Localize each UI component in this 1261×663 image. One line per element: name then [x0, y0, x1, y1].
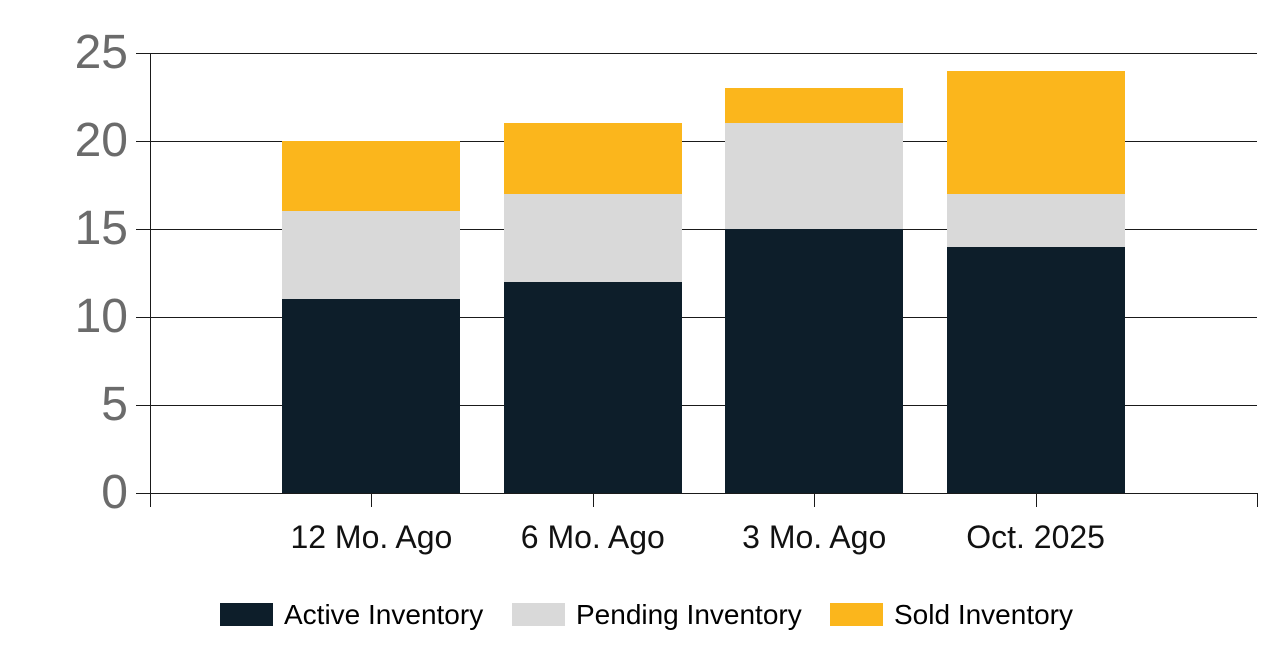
x-axis-tick-oct-2025 — [1035, 493, 1037, 507]
gridline-y-15 — [150, 229, 1257, 230]
y-axis-tick-15 — [136, 229, 150, 230]
legend-item-sold-inventory: Sold Inventory — [830, 599, 1073, 630]
segment-active-inventory-oct-2025 — [946, 246, 1125, 493]
bar-3-mo-ago — [725, 88, 904, 493]
legend-swatch-active-inventory — [220, 603, 273, 626]
gridline-y-5 — [150, 405, 1257, 406]
y-axis-tick-20 — [136, 141, 150, 142]
x-axis-tick-3-mo-ago — [814, 493, 816, 507]
legend-label-sold-inventory: Sold Inventory — [894, 599, 1073, 630]
legend-swatch-sold-inventory — [830, 603, 883, 626]
segment-pending-inventory-oct-2025 — [946, 193, 1125, 247]
x-axis-label-6-mo-ago: 6 Mo. Ago — [520, 519, 665, 555]
segment-sold-inventory-12-mo-ago — [282, 141, 461, 212]
y-axis-label-25: 25 — [74, 26, 128, 79]
legend-label-pending-inventory: Pending Inventory — [576, 599, 802, 630]
legend-label-active-inventory: Active Inventory — [284, 599, 484, 630]
x-axis-tick-end — [1257, 493, 1258, 507]
legend-item-active-inventory: Active Inventory — [220, 599, 484, 630]
bar-12-mo-ago — [282, 141, 461, 493]
x-axis-label-oct-2025: Oct. 2025 — [966, 519, 1105, 555]
y-axis-tick-5 — [136, 405, 150, 406]
x-axis-line — [150, 493, 1257, 494]
y-axis-tick-10 — [136, 317, 150, 318]
segment-sold-inventory-3-mo-ago — [725, 88, 904, 124]
x-axis-tick-6-mo-ago — [592, 493, 594, 507]
y-axis-label-15: 15 — [74, 202, 128, 255]
x-axis-label-12-mo-ago: 12 Mo. Ago — [290, 519, 453, 555]
segment-active-inventory-3-mo-ago — [725, 229, 904, 493]
y-axis-tick-0 — [136, 493, 150, 494]
y-axis-label-10: 10 — [74, 290, 128, 343]
segment-active-inventory-6-mo-ago — [503, 281, 682, 493]
segment-pending-inventory-12-mo-ago — [282, 211, 461, 300]
segment-pending-inventory-3-mo-ago — [725, 123, 904, 229]
x-axis-tick-12-mo-ago — [371, 493, 373, 507]
segment-sold-inventory-oct-2025 — [946, 70, 1125, 194]
y-axis-label-20: 20 — [74, 114, 128, 167]
legend-swatch-pending-inventory — [512, 603, 565, 626]
segment-active-inventory-12-mo-ago — [282, 299, 461, 493]
legend-item-pending-inventory: Pending Inventory — [512, 599, 802, 630]
segment-sold-inventory-6-mo-ago — [503, 123, 682, 194]
y-axis-line — [150, 53, 151, 507]
y-axis-tick-25 — [136, 53, 150, 54]
gridline-y-10 — [150, 317, 1257, 318]
bar-6-mo-ago — [503, 123, 682, 493]
y-axis-label-5: 5 — [101, 378, 128, 431]
gridline-y-20 — [150, 141, 1257, 142]
y-axis-label-0: 0 — [101, 466, 128, 519]
gridline-y-25 — [150, 53, 1257, 54]
bar-oct-2025 — [946, 70, 1125, 493]
x-axis-label-3-mo-ago: 3 Mo. Ago — [742, 519, 887, 555]
segment-pending-inventory-6-mo-ago — [503, 193, 682, 282]
